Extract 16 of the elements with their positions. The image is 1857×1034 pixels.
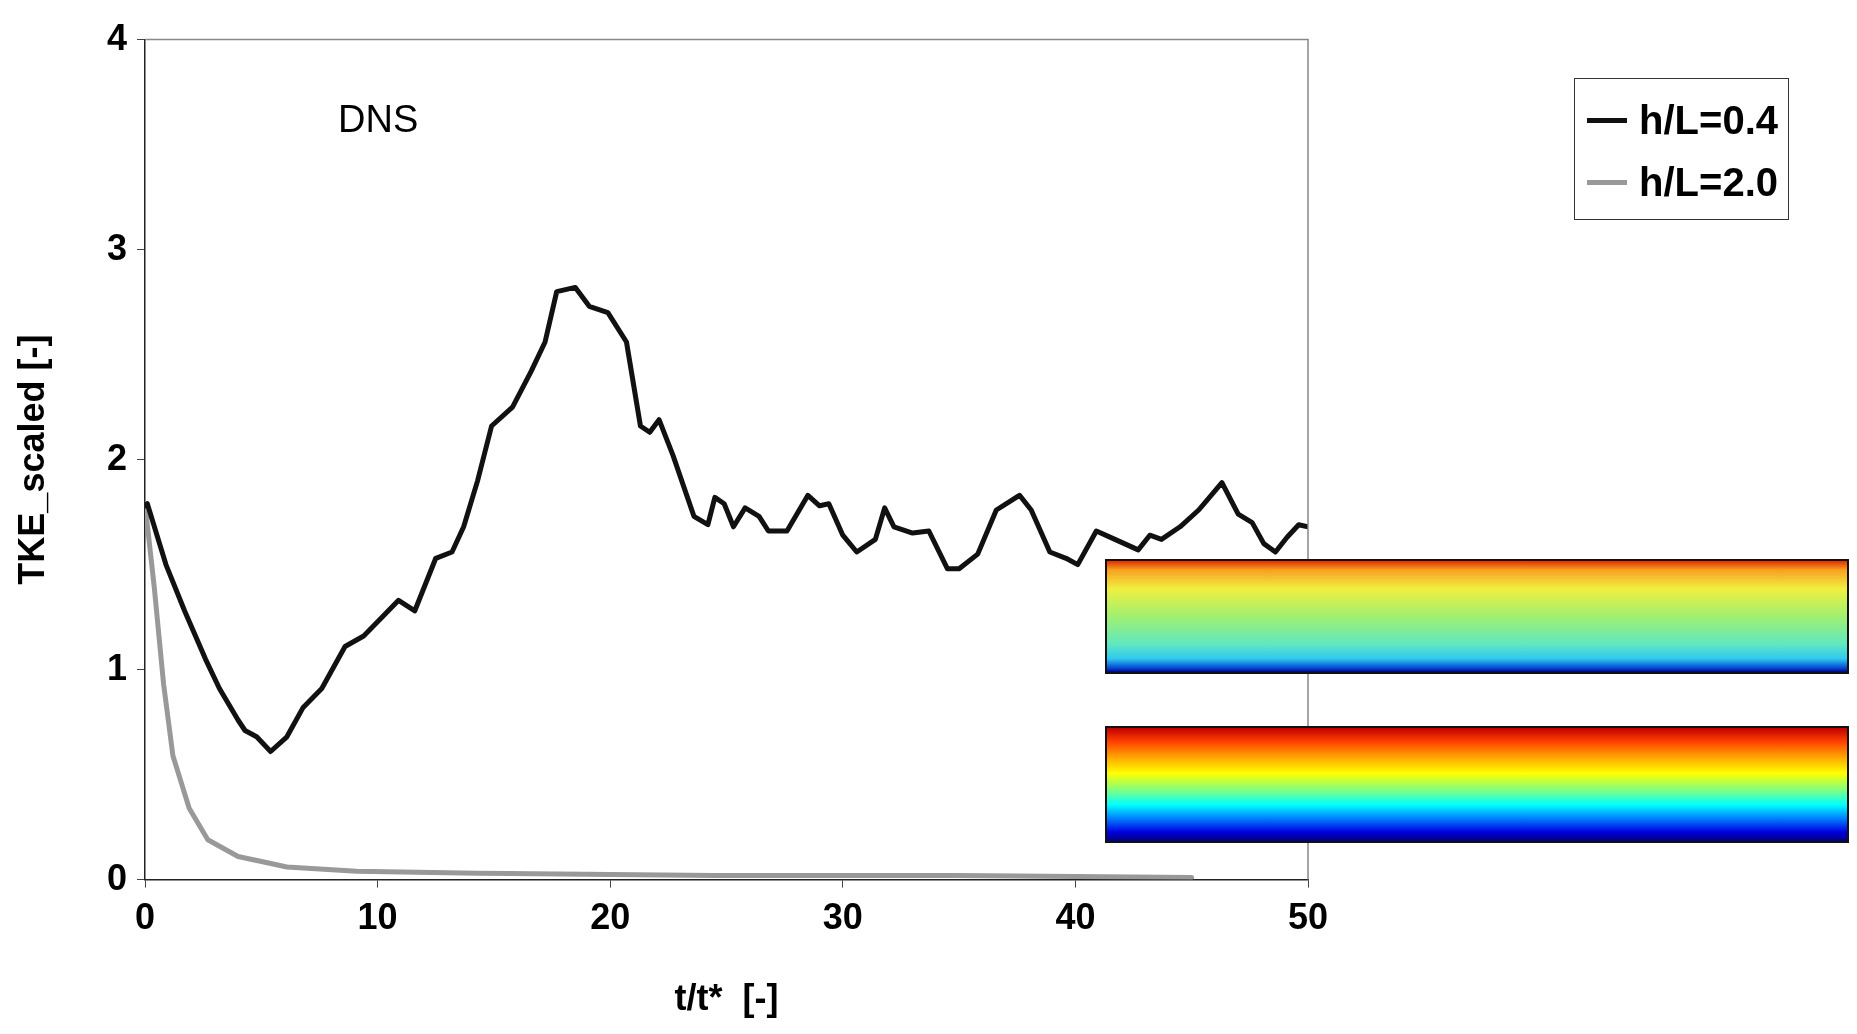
annotation: DNS: [338, 98, 419, 141]
x-tick-label: 30: [822, 896, 863, 938]
x-tick-label: 0: [134, 896, 156, 938]
y-tick-label: 0: [106, 856, 127, 898]
y-axis-title: TKE_scaled [-]: [10, 334, 52, 585]
y-tick-label: 1: [106, 646, 127, 688]
legend-label: h/L=2.0: [1639, 159, 1778, 205]
x-axis-title: t/t* [-]: [674, 977, 779, 1019]
y-tick-label: 2: [106, 436, 127, 478]
y-tick-label: 4: [106, 16, 127, 58]
x-tick-label: 10: [357, 896, 398, 938]
x-tick-label: 40: [1055, 896, 1096, 938]
y-tick-label: 3: [106, 226, 127, 268]
x-tick-label: 50: [1287, 896, 1329, 938]
legend-label: h/L=0.4: [1639, 97, 1778, 143]
x-tick-label: 20: [590, 896, 631, 938]
